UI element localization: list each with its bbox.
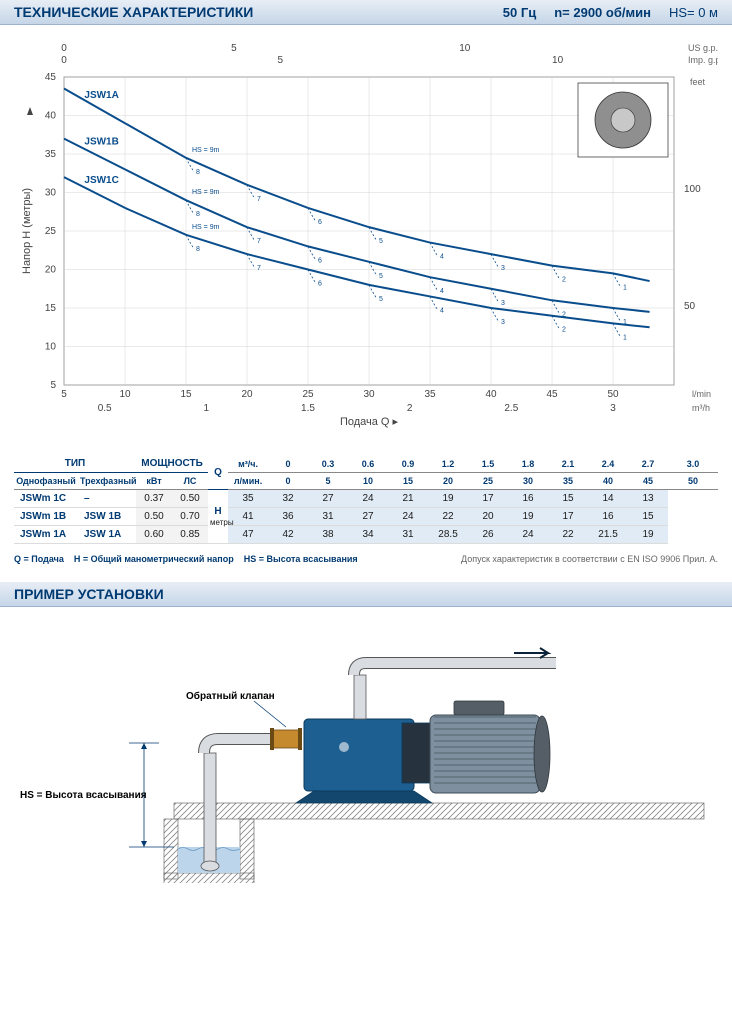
svg-text:1.5: 1.5 [301, 403, 315, 414]
svg-text:40: 40 [485, 389, 497, 400]
svg-text:15: 15 [180, 389, 192, 400]
table-legend: Q = Подача H = Общий манометрический нап… [0, 550, 732, 582]
svg-text:2: 2 [562, 311, 566, 318]
install-example-header: ПРИМЕР УСТАНОВКИ [0, 582, 732, 607]
svg-text:10: 10 [459, 43, 471, 54]
svg-text:6: 6 [318, 257, 322, 264]
svg-text:20: 20 [241, 389, 253, 400]
svg-text:20: 20 [45, 265, 57, 276]
svg-text:4: 4 [440, 307, 444, 314]
svg-text:HS = 9m: HS = 9m [192, 189, 220, 196]
svg-text:2: 2 [562, 277, 566, 284]
svg-text:3: 3 [501, 265, 505, 272]
svg-text:1: 1 [204, 403, 210, 414]
svg-text:4: 4 [440, 254, 444, 261]
svg-text:25: 25 [302, 389, 314, 400]
svg-text:6: 6 [318, 281, 322, 288]
chart-svg: 5101520253035404550l/min00.511.522.53m³/… [14, 35, 718, 435]
performance-table: ТИПМОЩНОСТЬQм³/ч.00.30.60.91.21.51.82.12… [14, 455, 718, 544]
svg-text:25: 25 [45, 226, 57, 237]
svg-text:35: 35 [424, 389, 436, 400]
svg-text:5: 5 [231, 43, 237, 54]
svg-text:30: 30 [363, 389, 375, 400]
svg-text:HS = 9m: HS = 9m [192, 224, 220, 231]
svg-text:15: 15 [45, 303, 57, 314]
svg-text:Imp. g.p.m.: Imp. g.p.m. [688, 55, 718, 65]
svg-text:Напор H (метры): Напор H (метры) [21, 188, 33, 274]
performance-table-wrap: ТИПМОЩНОСТЬQм³/ч.00.30.60.91.21.51.82.12… [0, 441, 732, 550]
svg-text:50: 50 [684, 301, 696, 312]
svg-text:35: 35 [45, 149, 57, 160]
install-example-title: ПРИМЕР УСТАНОВКИ [14, 586, 164, 602]
svg-text:7: 7 [257, 265, 261, 272]
svg-text:8: 8 [196, 211, 200, 218]
svg-text:Обратный клапан: Обратный клапан [186, 690, 275, 702]
svg-text:5: 5 [278, 55, 284, 66]
install-diagram: Обратный клапан HS = Высота всасывания [0, 607, 732, 912]
performance-chart: 5101520253035404550l/min00.511.522.53m³/… [0, 25, 732, 441]
tech-spec-header: ТЕХНИЧЕСКИЕ ХАРАКТЕРИСТИКИ 50 Гц n= 2900… [0, 0, 732, 25]
svg-text:6: 6 [318, 219, 322, 226]
svg-text:3: 3 [501, 319, 505, 326]
svg-text:3: 3 [501, 300, 505, 307]
svg-text:45: 45 [45, 72, 57, 83]
svg-text:10: 10 [119, 389, 131, 400]
svg-text:3: 3 [610, 403, 616, 414]
install-svg: Обратный клапан HS = Высота всасывания [14, 623, 718, 883]
svg-text:2: 2 [562, 327, 566, 334]
tech-spec-title: ТЕХНИЧЕСКИЕ ХАРАКТЕРИСТИКИ [14, 4, 253, 20]
svg-text:7: 7 [257, 196, 261, 203]
svg-text:1: 1 [623, 334, 627, 341]
svg-text:40: 40 [45, 111, 57, 122]
pump-body [296, 648, 556, 803]
svg-text:1: 1 [623, 284, 627, 291]
svg-text:0: 0 [61, 55, 67, 66]
svg-text:5: 5 [379, 296, 383, 303]
svg-text:Подача Q ▸: Подача Q ▸ [340, 416, 399, 428]
svg-text:4: 4 [440, 288, 444, 295]
svg-text:10: 10 [552, 55, 564, 66]
svg-text:5: 5 [50, 380, 56, 391]
svg-text:JSW1A: JSW1A [84, 90, 118, 101]
tech-spec-params: 50 Гц n= 2900 об/мин HS= 0 м [503, 5, 718, 20]
svg-text:8: 8 [196, 246, 200, 253]
svg-text:5: 5 [61, 389, 67, 400]
svg-text:l/min: l/min [692, 389, 711, 399]
svg-text:0.5: 0.5 [98, 403, 112, 414]
svg-text:45: 45 [546, 389, 558, 400]
svg-text:HS = Высота всасывания: HS = Высота всасывания [20, 790, 147, 801]
svg-text:5: 5 [379, 273, 383, 280]
svg-text:0: 0 [61, 43, 67, 54]
svg-text:US g.p.m.: US g.p.m. [688, 43, 718, 53]
svg-text:feet: feet [690, 77, 706, 87]
svg-text:8: 8 [196, 169, 200, 176]
svg-text:2.5: 2.5 [504, 403, 518, 414]
svg-text:5: 5 [379, 238, 383, 245]
svg-text:JSW1B: JSW1B [84, 136, 118, 147]
check-valve [272, 730, 300, 748]
svg-text:2: 2 [407, 403, 413, 414]
svg-text:1: 1 [623, 319, 627, 326]
svg-text:100: 100 [684, 184, 701, 195]
svg-text:10: 10 [45, 342, 57, 353]
svg-text:m³/h: m³/h [692, 403, 710, 413]
svg-text:50: 50 [607, 389, 619, 400]
svg-text:HS = 9m: HS = 9m [192, 147, 220, 154]
svg-text:JSW1C: JSW1C [84, 175, 118, 186]
svg-text:30: 30 [45, 188, 57, 199]
svg-text:7: 7 [257, 238, 261, 245]
